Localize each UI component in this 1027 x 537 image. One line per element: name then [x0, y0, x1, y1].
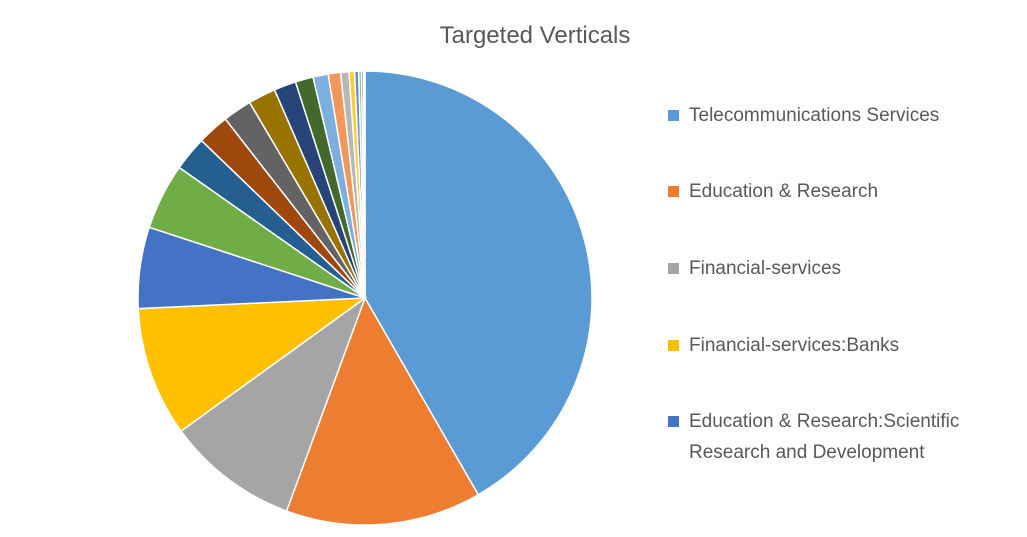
legend-swatch	[668, 340, 679, 351]
legend-label: Education & Research	[689, 181, 879, 202]
chart-title: Targeted Verticals	[439, 22, 631, 49]
legend-swatch	[668, 416, 679, 427]
pie-slice-1	[285, 296, 480, 526]
legend-swatch	[668, 263, 679, 274]
pie-slice-0	[364, 70, 593, 496]
legend-item-financial-services-banks: Financial-services:Banks	[668, 330, 1008, 361]
legend-item-scientific-research: Education & Research:Scientific Research…	[668, 406, 1008, 468]
legend-label: Financial-services:Banks	[689, 335, 900, 356]
pie-slice-19	[362, 70, 366, 299]
legend-item-education-research: Education & Research	[668, 176, 1008, 207]
legend-item-financial-services: Financial-services	[668, 253, 1008, 284]
legend-swatch	[668, 186, 679, 197]
legend-label: Education & Research:Scientific Research…	[689, 411, 960, 463]
pie-slice-2	[180, 295, 367, 512]
legend-item-telecommunications: Telecommunications Services	[668, 100, 1008, 131]
legend-label: Financial-services	[689, 258, 842, 279]
pie-slice-3	[137, 297, 368, 433]
legend-swatch	[668, 110, 679, 121]
legend-label: Telecommunications Services	[689, 105, 940, 126]
